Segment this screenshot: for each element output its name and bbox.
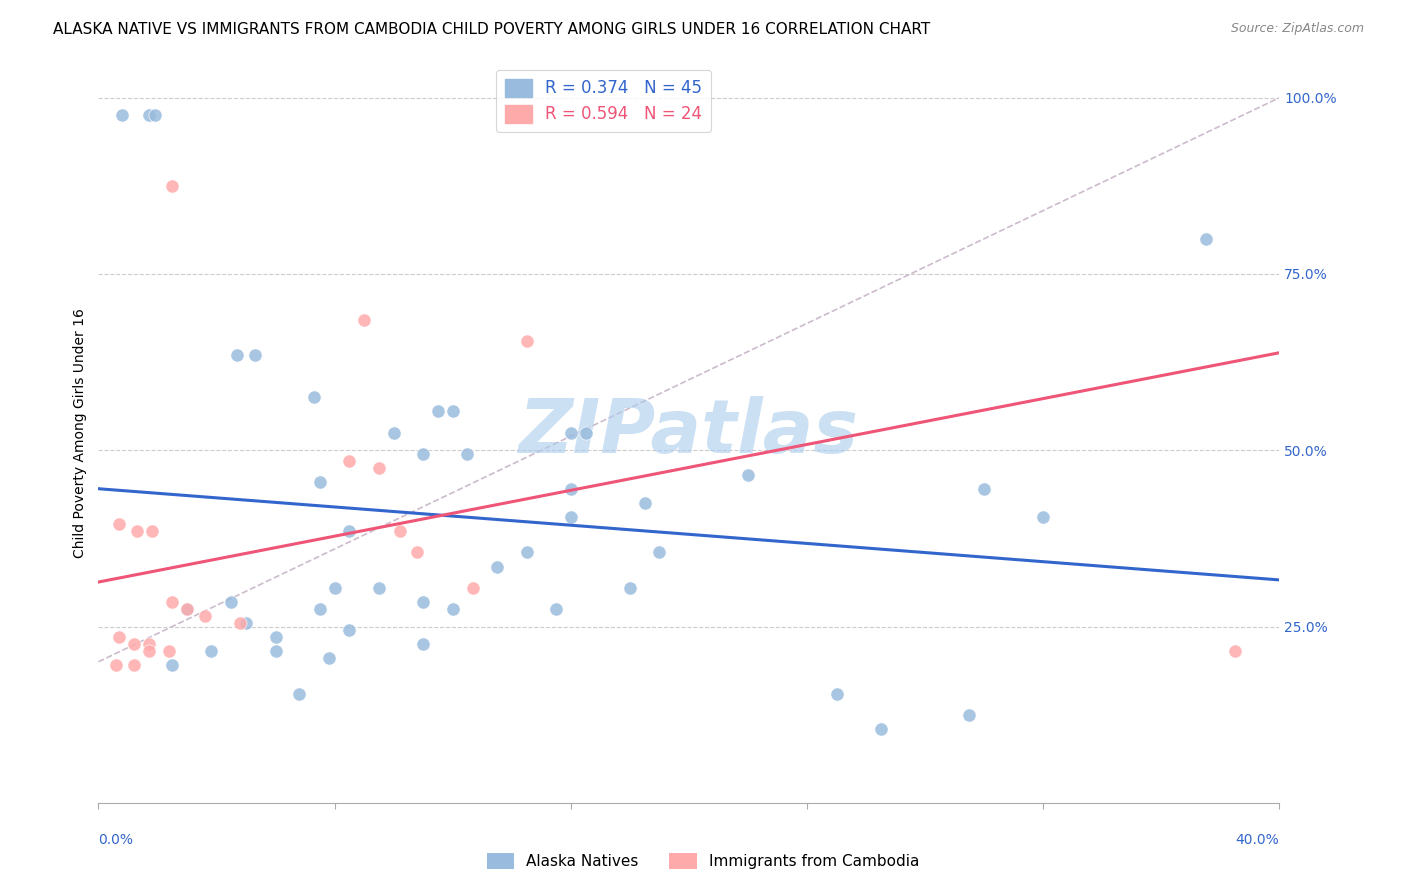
Point	[412, 637, 434, 651]
Point	[323, 581, 346, 595]
Point	[162, 658, 183, 673]
Point	[353, 313, 375, 327]
Point	[388, 524, 411, 539]
Point	[973, 482, 995, 496]
Point	[959, 707, 981, 722]
Point	[122, 658, 145, 673]
Point	[162, 595, 183, 609]
Point	[122, 637, 145, 651]
Point	[302, 390, 325, 404]
Point	[441, 602, 464, 616]
Point	[235, 615, 257, 630]
Legend: Alaska Natives, Immigrants from Cambodia: Alaska Natives, Immigrants from Cambodia	[481, 847, 925, 875]
Point	[1032, 510, 1054, 524]
Point	[309, 602, 332, 616]
Point	[427, 404, 450, 418]
Text: 0.0%: 0.0%	[98, 832, 134, 847]
Text: Source: ZipAtlas.com: Source: ZipAtlas.com	[1230, 22, 1364, 36]
Point	[221, 595, 243, 609]
Point	[229, 615, 252, 630]
Point	[575, 425, 598, 440]
Point	[546, 602, 568, 616]
Point	[870, 722, 893, 736]
Point	[457, 447, 479, 461]
Point	[1225, 644, 1247, 658]
Point	[560, 425, 582, 440]
Point	[176, 602, 198, 616]
Point	[138, 644, 160, 658]
Point	[737, 467, 759, 482]
Point	[634, 496, 657, 510]
Point	[412, 595, 434, 609]
Point	[157, 644, 180, 658]
Point	[111, 108, 134, 122]
Point	[441, 404, 464, 418]
Point	[288, 686, 311, 700]
Point	[382, 425, 405, 440]
Point	[368, 581, 391, 595]
Point	[368, 461, 391, 475]
Point	[264, 644, 287, 658]
Point	[339, 623, 361, 637]
Legend: R = 0.374   N = 45, R = 0.594   N = 24: R = 0.374 N = 45, R = 0.594 N = 24	[496, 70, 711, 132]
Point	[143, 108, 166, 122]
Point	[516, 545, 538, 559]
Point	[226, 348, 249, 362]
Point	[516, 334, 538, 348]
Point	[412, 447, 434, 461]
Y-axis label: Child Poverty Among Girls Under 16: Child Poverty Among Girls Under 16	[73, 308, 87, 558]
Point	[108, 630, 131, 644]
Point	[339, 454, 361, 468]
Point	[463, 581, 485, 595]
Point	[309, 475, 332, 489]
Point	[486, 559, 509, 574]
Point	[648, 545, 671, 559]
Point	[825, 686, 848, 700]
Point	[138, 637, 160, 651]
Point	[125, 524, 148, 539]
Text: ZIPatlas: ZIPatlas	[519, 396, 859, 469]
Text: ALASKA NATIVE VS IMMIGRANTS FROM CAMBODIA CHILD POVERTY AMONG GIRLS UNDER 16 COR: ALASKA NATIVE VS IMMIGRANTS FROM CAMBODI…	[53, 22, 931, 37]
Point	[200, 644, 222, 658]
Text: 40.0%: 40.0%	[1236, 832, 1279, 847]
Point	[1195, 232, 1218, 246]
Point	[560, 510, 582, 524]
Point	[243, 348, 266, 362]
Point	[194, 609, 217, 624]
Point	[318, 651, 340, 665]
Point	[108, 517, 131, 532]
Point	[339, 524, 361, 539]
Point	[162, 178, 183, 193]
Point	[264, 630, 287, 644]
Point	[619, 581, 641, 595]
Point	[141, 524, 163, 539]
Point	[105, 658, 128, 673]
Point	[406, 545, 429, 559]
Point	[560, 482, 582, 496]
Point	[138, 108, 160, 122]
Point	[176, 602, 198, 616]
